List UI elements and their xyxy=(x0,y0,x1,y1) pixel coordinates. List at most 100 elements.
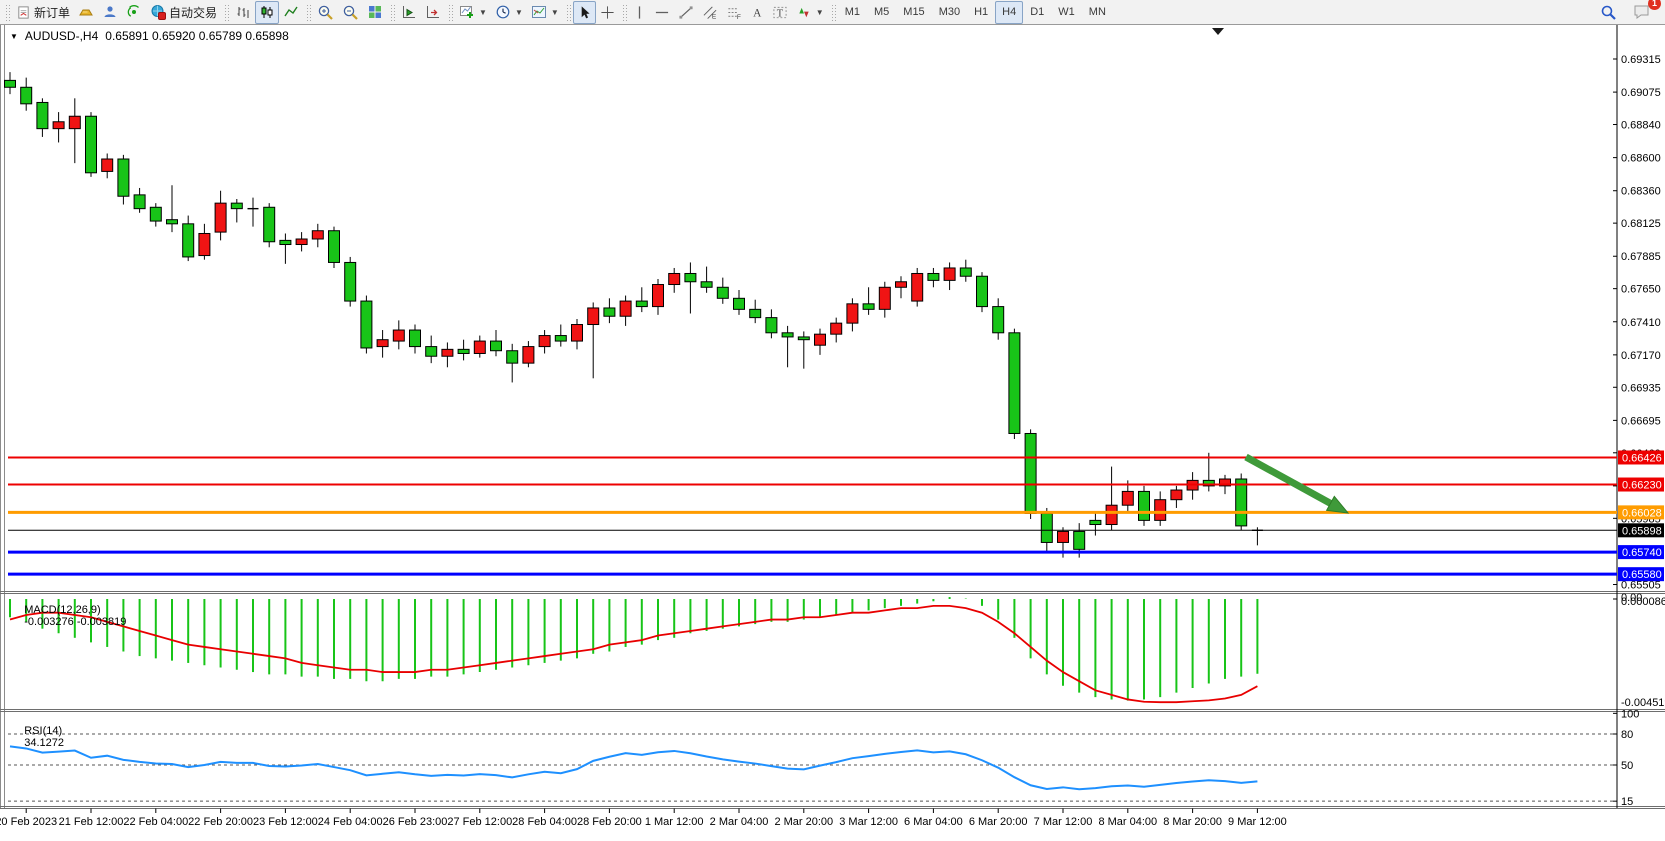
signals-button[interactable] xyxy=(122,1,146,24)
line-chart-icon xyxy=(284,6,298,17)
toolbar-grip[interactable] xyxy=(564,3,571,21)
toolbar-grip[interactable] xyxy=(620,3,627,21)
arrows-tool-button[interactable]: ▼ xyxy=(792,1,828,24)
time-label: 22 Feb 04:00 xyxy=(123,816,188,828)
zoom-out-icon xyxy=(343,5,358,20)
autotrade-label: 自动交易 xyxy=(169,5,218,20)
tile-windows-button[interactable] xyxy=(363,1,387,24)
svg-text:F: F xyxy=(737,14,741,20)
chat-bubble-icon xyxy=(1634,5,1649,19)
candle xyxy=(166,219,178,225)
candle xyxy=(652,284,664,308)
candle xyxy=(765,317,778,334)
price-tick-label: 0.68125 xyxy=(1621,218,1661,230)
timeframe-h4-button[interactable]: H4 xyxy=(995,0,1024,24)
candle xyxy=(846,303,859,324)
rsi-level-label: 100 xyxy=(1621,708,1639,720)
bar-chart-mode-button[interactable] xyxy=(231,1,255,24)
new-order-icon xyxy=(18,5,29,19)
candlestick-icon xyxy=(261,6,273,18)
toolbar-grip[interactable] xyxy=(4,3,10,21)
candle xyxy=(976,275,988,308)
templates-button[interactable]: ▼ xyxy=(527,1,563,24)
chart-shift-button[interactable] xyxy=(421,1,445,24)
price-tick-label: 0.69075 xyxy=(1621,87,1661,99)
new-order-button[interactable]: 新订单 xyxy=(12,1,74,24)
equidistant-channel-tool-button[interactable]: E xyxy=(698,1,722,24)
auto-scroll-icon xyxy=(403,6,416,18)
trendline-tool-button[interactable] xyxy=(674,1,698,24)
macd-zero-label: 0.00 xyxy=(1621,592,1642,604)
collapse-triangle-icon[interactable]: ▼ xyxy=(10,31,18,41)
candle xyxy=(733,297,745,310)
toolbar-grip[interactable] xyxy=(389,3,396,21)
candlestick-mode-button[interactable] xyxy=(255,0,280,24)
text-label-tool-button[interactable]: T xyxy=(768,1,792,24)
notifications-button[interactable]: 1 xyxy=(1629,0,1661,24)
channel-icon: E xyxy=(703,6,717,20)
time-label: 3 Mar 12:00 xyxy=(839,816,898,828)
candle xyxy=(619,300,632,317)
timeframe-m5-button[interactable]: M5 xyxy=(874,6,890,18)
auto-scroll-button[interactable] xyxy=(397,1,421,24)
text-tool-button[interactable]: A xyxy=(746,1,768,24)
chart-shift-marker[interactable] xyxy=(1212,28,1224,35)
toolbar-grip[interactable] xyxy=(447,3,454,21)
toolbar-grip[interactable] xyxy=(829,3,836,21)
zoom-out-button[interactable] xyxy=(338,1,363,24)
crosshair-tool-button[interactable] xyxy=(596,1,619,24)
candle xyxy=(52,121,65,130)
candle xyxy=(506,350,519,364)
horizontal-line-icon xyxy=(655,11,668,13)
candle xyxy=(1105,504,1118,526)
time-label: 1 Mar 12:00 xyxy=(645,816,704,828)
price-tick-label: 0.67885 xyxy=(1621,251,1661,263)
trend-arrow[interactable] xyxy=(1244,453,1333,507)
candle xyxy=(992,306,1005,334)
search-button[interactable] xyxy=(1596,1,1621,24)
trend-arrow-head[interactable] xyxy=(1325,495,1350,514)
timeframe-m15-button[interactable]: M15 xyxy=(903,6,925,18)
chart-canvas[interactable]: 0.69315 0.69075 0.68840 0.68600 0.68360 0.681… xyxy=(0,25,1665,841)
candle xyxy=(490,340,502,352)
text-label-icon: T xyxy=(773,6,787,19)
line-chart-mode-button[interactable] xyxy=(279,1,303,24)
horizontal-line-tool-button[interactable] xyxy=(650,1,674,24)
bar-chart-icon xyxy=(237,7,249,18)
timeframe-d1-button[interactable]: D1 xyxy=(1030,6,1045,18)
time-label: 28 Feb 04:00 xyxy=(512,816,577,828)
price-tick-label: 0.66695 xyxy=(1621,415,1661,427)
periods-button[interactable]: ▼ xyxy=(491,1,527,24)
timeframe-mn-button[interactable]: MN xyxy=(1088,6,1106,18)
rsi-level-label: 80 xyxy=(1621,729,1633,741)
level-price-tag xyxy=(1618,477,1664,492)
timeframe-w1-button[interactable]: W1 xyxy=(1058,6,1075,18)
timeframe-m1-button[interactable]: M1 xyxy=(844,6,860,18)
notification-badge[interactable]: 1 xyxy=(1648,0,1661,10)
zoom-in-button[interactable] xyxy=(313,1,338,24)
cursor-tool-button[interactable] xyxy=(572,0,596,24)
market-button[interactable] xyxy=(74,1,98,24)
level-price-tag xyxy=(1618,450,1664,465)
price-tick-label: 0.68600 xyxy=(1621,153,1661,165)
autotrade-button[interactable]: 自动交易 xyxy=(146,1,221,24)
text-icon: A xyxy=(753,7,762,19)
toolbar-grip[interactable] xyxy=(223,3,230,21)
candle xyxy=(668,272,681,286)
indicators-button[interactable]: ▼ xyxy=(455,1,491,24)
quote-ohlc: 0.65891 0.65920 0.65789 0.65898 xyxy=(105,29,289,43)
level-price-tag-label: 0.65898 xyxy=(1622,525,1662,537)
profile-button[interactable] xyxy=(98,1,122,24)
timeframe-h1-button[interactable]: H1 xyxy=(974,6,989,18)
candle xyxy=(554,335,567,342)
macd-name: MACD(12,26,9) xyxy=(24,604,101,616)
time-label: 2 Mar 20:00 xyxy=(774,816,833,828)
vertical-line-tool-button[interactable] xyxy=(629,1,650,24)
toolbar-grip[interactable] xyxy=(305,3,312,21)
time-label: 27 Feb 12:00 xyxy=(447,816,512,828)
candle xyxy=(943,267,956,281)
timeframe-m30-button[interactable]: M30 xyxy=(938,6,961,18)
candle xyxy=(1219,478,1231,487)
fibonacci-tool-button[interactable]: F xyxy=(722,1,746,24)
candle xyxy=(1089,519,1102,526)
